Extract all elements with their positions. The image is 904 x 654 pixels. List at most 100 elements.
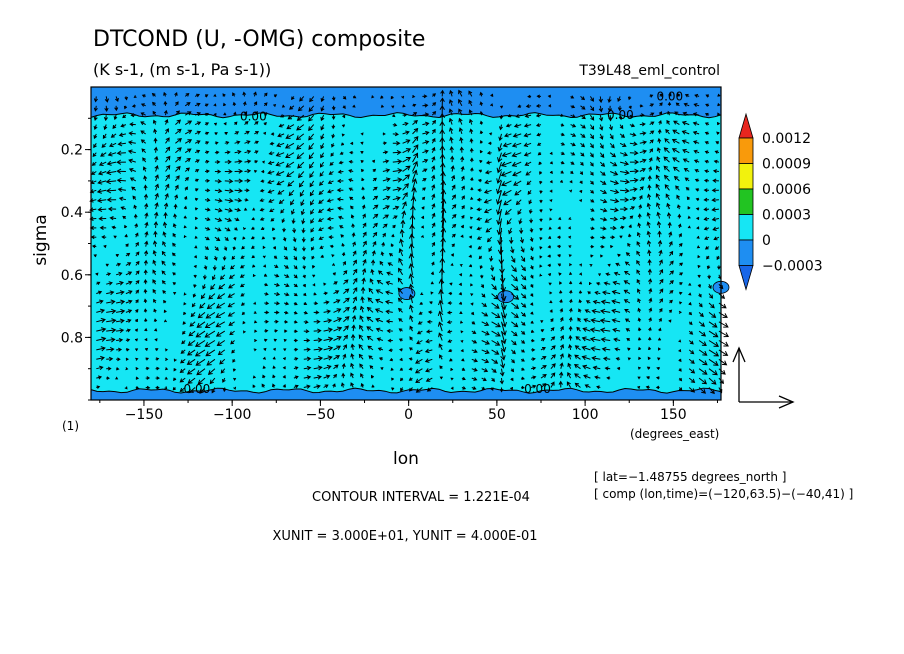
wind-vector	[313, 374, 322, 380]
wind-vector	[558, 272, 562, 276]
wind-vector	[105, 178, 117, 185]
wind-vector	[560, 142, 566, 146]
wind-vector	[460, 330, 464, 334]
wind-vector	[199, 302, 206, 309]
wind-vector	[343, 334, 349, 341]
wind-vector	[666, 119, 670, 125]
wind-vector	[174, 184, 179, 191]
wind-vector	[310, 199, 315, 206]
wind-vector	[273, 347, 276, 351]
wind-vector	[135, 241, 139, 247]
wind-vector	[530, 320, 534, 324]
wind-vector	[708, 293, 714, 299]
wind-vector	[116, 357, 121, 362]
wind-vector	[677, 223, 682, 229]
wind-vector	[260, 226, 265, 230]
wind-vector	[153, 230, 158, 238]
colorbar-swatch	[738, 137, 754, 164]
wind-vector	[524, 113, 532, 118]
wind-vector	[684, 93, 690, 98]
wind-vector	[260, 179, 265, 183]
wind-vector	[135, 357, 139, 361]
wind-vector	[698, 312, 704, 318]
wind-vector	[509, 237, 514, 245]
wind-vector	[627, 357, 631, 361]
wind-vector	[193, 274, 197, 279]
wind-vector	[658, 347, 661, 351]
wind-vector	[418, 311, 423, 315]
wind-vector	[476, 216, 482, 221]
wind-vector	[422, 149, 429, 154]
wind-vector	[707, 274, 711, 280]
wind-vector	[510, 386, 513, 391]
wind-vector	[303, 384, 311, 389]
wind-vector	[481, 386, 486, 391]
wind-vector	[372, 240, 377, 247]
wind-vector	[560, 113, 564, 117]
wind-vector	[412, 94, 416, 98]
wind-vector	[609, 161, 618, 167]
wind-vector	[530, 329, 535, 333]
wind-vector	[550, 327, 555, 332]
wind-vector	[451, 233, 456, 238]
wind-vector	[704, 246, 710, 250]
wind-vector	[152, 249, 157, 257]
wind-vector	[140, 121, 146, 126]
wind-vector	[350, 362, 355, 369]
contour-label: 0.00	[240, 110, 267, 124]
wind-vector	[583, 318, 591, 323]
wind-vector	[708, 368, 718, 376]
wind-vector	[93, 115, 98, 121]
wind-vector	[214, 122, 218, 126]
wind-vector	[98, 216, 107, 222]
wind-vector	[659, 288, 664, 294]
wind-vector	[223, 246, 228, 251]
wind-vector	[152, 110, 157, 116]
wind-vector	[302, 265, 306, 270]
wind-vector	[648, 307, 653, 313]
wind-vector	[658, 259, 663, 266]
colorbar-label: −0.0003	[762, 259, 823, 275]
wind-vector	[570, 161, 575, 165]
wind-vector	[672, 166, 680, 172]
wind-vector	[649, 94, 654, 98]
wind-vector	[283, 301, 290, 306]
wind-vector	[282, 374, 286, 379]
wind-vector	[106, 187, 117, 194]
wind-vector	[479, 159, 483, 163]
wind-vector	[349, 150, 354, 155]
wind-vector	[135, 289, 140, 294]
wind-vector	[362, 222, 367, 229]
wind-vector	[318, 189, 324, 195]
wind-vector	[678, 310, 682, 314]
wind-vector	[142, 157, 147, 163]
wind-vector	[600, 226, 607, 231]
wind-vector	[308, 152, 315, 160]
wind-vector	[500, 274, 507, 293]
wind-vector	[340, 142, 345, 146]
wind-vector	[637, 327, 642, 332]
wind-vector	[392, 224, 396, 229]
wind-vector	[214, 217, 223, 222]
wind-vector	[594, 375, 601, 380]
wind-vector	[539, 171, 543, 175]
wind-vector	[323, 374, 331, 379]
wind-vector	[382, 186, 391, 192]
wind-vector	[343, 270, 348, 276]
wind-vector	[448, 291, 453, 296]
wind-vector	[683, 102, 690, 107]
wind-vector	[107, 151, 117, 157]
wind-vector	[579, 263, 582, 267]
wind-vector	[272, 246, 276, 250]
wind-vector	[382, 232, 386, 238]
wind-vector	[568, 316, 573, 322]
wind-vector	[698, 358, 708, 366]
wind-vector	[439, 267, 445, 285]
wind-vector	[419, 301, 423, 305]
wind-vector	[497, 237, 504, 255]
wind-vector	[520, 349, 525, 353]
wind-vector	[438, 299, 444, 313]
wind-vector	[656, 156, 661, 163]
wind-vector	[239, 283, 245, 288]
